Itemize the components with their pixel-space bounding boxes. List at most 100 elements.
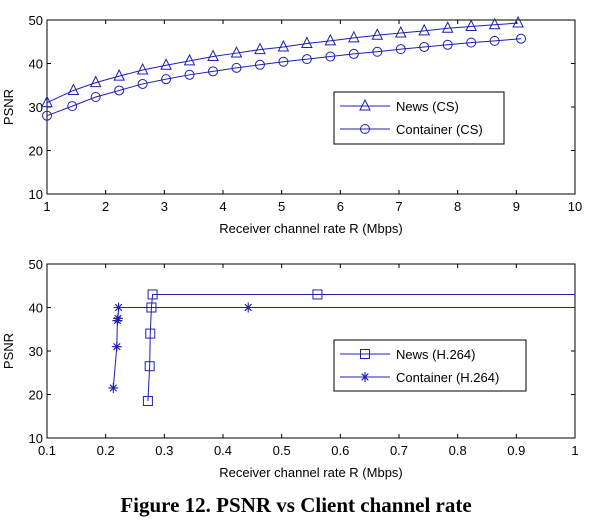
cs-series-0-point [465, 19, 477, 32]
x-tick-label: 5 [278, 199, 285, 214]
cs-series-1-point [42, 110, 52, 121]
h264-series-1-point [243, 302, 254, 313]
x-tick-label: 0.8 [449, 443, 467, 458]
cs-series-0-point [113, 68, 125, 81]
cs-series-0-point [67, 83, 80, 95]
x-tick-label: 0.1 [38, 443, 56, 458]
cs-series-1-point [325, 51, 336, 62]
h264-x-axis-label: Receiver channel rate R (Mbps) [219, 465, 403, 480]
cs-series-1-point [372, 46, 383, 57]
cs-series-0-point [348, 30, 360, 43]
cs-x-axis-label: Receiver channel rate R (Mbps) [219, 221, 403, 236]
h264-x-ticks: 0.1 0.2 0.3 0.4 0.5 0.6 0.7 0.8 0.9 1 [38, 264, 579, 458]
x-tick-label: 0.7 [390, 443, 408, 458]
x-tick-label: 10 [568, 199, 582, 214]
cs-series-0-point [441, 21, 454, 33]
cs-series-layer [41, 15, 527, 121]
cs-series-0-point [254, 42, 266, 55]
cs-series-1-point [161, 74, 172, 85]
x-tick-label: 9 [513, 199, 520, 214]
cs-series-1-point [67, 101, 78, 112]
h264-legend-box [333, 339, 527, 392]
cs-series-1-point [137, 78, 148, 89]
h264-legend-marker [360, 372, 370, 382]
cs-legend-box [333, 91, 505, 145]
h264-series-1-point [113, 302, 124, 313]
cs-series-1-point [348, 48, 359, 59]
cs-series-1-point [254, 59, 265, 70]
cs-series-0-point [41, 95, 53, 108]
cs-series-1-point [231, 62, 242, 73]
cs-series-1-point [442, 39, 453, 50]
h264-series-1-point [112, 315, 123, 326]
x-tick-label: 0.9 [507, 443, 525, 458]
x-tick-label: 6 [337, 199, 344, 214]
y-tick-label: 10 [29, 187, 43, 202]
h264-series-layer [108, 289, 575, 407]
cs-series-1-line [46, 38, 522, 117]
cs-series-0-point [488, 17, 501, 30]
h264-series-0-point [144, 361, 155, 372]
cs-y-ticks: 10 20 30 40 50 [29, 13, 575, 202]
cs-series-0-point [230, 45, 243, 58]
y-tick-label: 20 [29, 144, 43, 159]
cs-series-1-point [466, 37, 477, 48]
cs-legend-label: Container (CS) [396, 122, 483, 137]
cs-series-0-point [301, 36, 313, 48]
x-tick-label: 0.5 [273, 443, 291, 458]
y-tick-label: 40 [29, 57, 43, 72]
h264-series-0-point [145, 328, 156, 339]
cs-series-1-point [395, 44, 406, 55]
y-tick-label: 30 [29, 100, 43, 115]
y-tick-label: 40 [29, 301, 43, 316]
cs-series-0-point [89, 75, 102, 88]
y-tick-label: 50 [29, 257, 43, 272]
x-tick-label: 4 [219, 199, 226, 214]
cs-legend: News (CS) Container (CS) [333, 91, 505, 145]
x-tick-label: 0.4 [214, 443, 232, 458]
x-tick-label: 0.2 [97, 443, 115, 458]
cs-series-1-point [114, 85, 125, 96]
cs-series-0-point [207, 49, 219, 62]
h264-series-0-point [312, 289, 323, 300]
cs-series-1-point [489, 35, 500, 46]
x-tick-label: 7 [395, 199, 402, 214]
h264-series-0-point [142, 396, 153, 407]
cs-series-0-point [418, 23, 431, 36]
cs-series-0-point [324, 33, 337, 46]
h264-legend-label: Container (H.264) [396, 370, 499, 385]
h264-legend-marker [360, 349, 370, 359]
cs-series-1-point [90, 91, 101, 102]
cs-rate-plot: 1 2 3 4 5 6 7 8 9 10 10 20 30 40 50 Receiver channel … [1, 13, 582, 236]
cs-legend-marker [360, 124, 370, 134]
cs-series-0-point [277, 39, 290, 52]
cs-series-0-point [136, 62, 149, 75]
y-tick-label: 20 [29, 388, 43, 403]
h264-series-0-point [147, 289, 158, 300]
cs-series-0-point [160, 58, 172, 70]
cs-series-1-point [184, 69, 195, 80]
cs-series-0-point [371, 28, 384, 40]
h264-series-1-point [112, 313, 123, 324]
cs-series-0-point [512, 15, 524, 28]
cs-series-1-point [301, 54, 312, 65]
x-tick-label: 2 [102, 199, 109, 214]
cs-legend-marker [359, 98, 371, 111]
h264-series-1-point [108, 382, 119, 393]
h264-y-ticks: 10 20 30 40 50 [29, 257, 575, 446]
cs-series-1-point [278, 56, 289, 67]
h264-series-1-point [111, 341, 122, 352]
cs-series-1-point [208, 66, 219, 77]
x-tick-label: 3 [161, 199, 168, 214]
h264-rate-plot: 0.1 0.2 0.3 0.4 0.5 0.6 0.7 0.8 0.9 1 1020304050 … [1, 257, 579, 480]
cs-series-1-point [419, 41, 430, 52]
x-tick-label: 1 [571, 443, 578, 458]
cs-series-0-point [183, 53, 196, 66]
y-tick-label: 50 [29, 13, 43, 28]
cs-series-0-line [46, 22, 519, 104]
x-tick-label: 0.6 [331, 443, 349, 458]
y-tick-label: 10 [29, 431, 43, 446]
cs-y-axis-label: PSNR [1, 89, 16, 125]
y-tick-label: 30 [29, 344, 43, 359]
